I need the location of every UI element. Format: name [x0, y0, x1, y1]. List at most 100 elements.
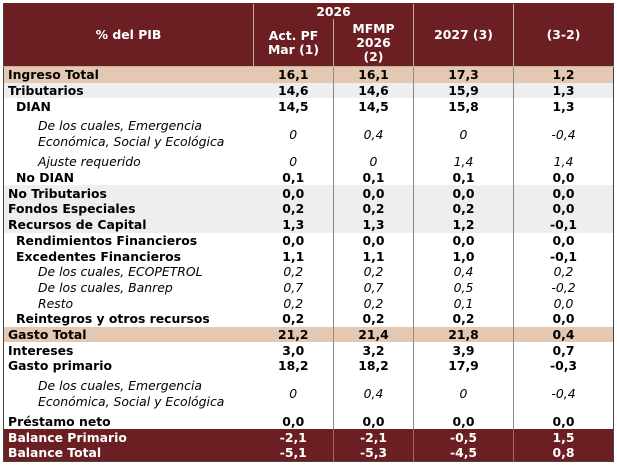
cell-col4: 0,0 [513, 413, 614, 430]
cell-col1: 0,7 [253, 279, 334, 296]
cell-col3: 0,0 [413, 413, 514, 430]
cell-col1: 18,2 [253, 358, 334, 374]
cell-col3: -4,5 [413, 445, 514, 462]
cell-col4: 1,4 [513, 154, 614, 170]
row-label: Recursos de Capital [3, 216, 254, 233]
cell-col4: 0,7 [513, 342, 614, 358]
cell-col1: 0,2 [253, 295, 334, 311]
header-col2-text: MFMP 2026 (2) [352, 20, 395, 64]
table-row: No Tributarios 0,0 0,0 0,0 0,0 [3, 185, 614, 202]
cell-col3: 1,0 [413, 248, 514, 264]
header-col4: (3-2) [513, 3, 614, 67]
table-row: Gasto primario 18,2 18,2 17,9 -0,3 [3, 358, 614, 374]
table-row: Fondos Especiales 0,2 0,2 0,2 0,0 [3, 201, 614, 217]
cell-col4: -0,3 [513, 358, 614, 374]
cell-col4: 1,5 [513, 429, 614, 446]
table-row: Rendimientos Financieros 0,0 0,0 0,0 0,0 [3, 232, 614, 249]
cell-col2: -2,1 [333, 429, 414, 446]
cell-col2: 21,4 [333, 326, 414, 343]
cell-col3: 0,5 [413, 279, 514, 296]
cell-col1: 1,1 [253, 248, 334, 264]
table-row: Recursos de Capital 1,3 1,3 1,2 -0,1 [3, 216, 614, 233]
cell-col4: 1,3 [513, 98, 614, 115]
cell-col3: 15,8 [413, 98, 514, 115]
cell-col1: 0 [253, 373, 334, 414]
table-row: Ajuste requerido 0 0 1,4 1,4 [3, 154, 614, 170]
table-row: Excedentes Financieros 1,1 1,1 1,0 -0,1 [3, 248, 614, 264]
cell-col1: 16,1 [253, 65, 334, 83]
row-label: De los cuales, Emergencia Económica, Soc… [3, 114, 254, 155]
cell-col2: 0,4 [333, 114, 414, 155]
cell-col4: -0,1 [513, 248, 614, 264]
cell-col1: -2,1 [253, 429, 334, 446]
cell-col2: 0,0 [333, 232, 414, 249]
cell-col2: 1,1 [333, 248, 414, 264]
table-row: Balance Total -5,1 -5,3 -4,5 0,8 [3, 445, 614, 462]
cell-col2: 0,2 [333, 295, 414, 311]
cell-col3: 0,2 [413, 201, 514, 217]
row-label: Resto [3, 295, 254, 311]
cell-col2: 14,5 [333, 98, 414, 115]
cell-col1: 1,3 [253, 216, 334, 233]
cell-col1: 0,0 [253, 413, 334, 430]
table-row: Ingreso Total 16,1 16,1 17,3 1,2 [3, 65, 614, 83]
cell-col3: 17,9 [413, 358, 514, 374]
cell-col2: 0,2 [333, 263, 414, 280]
cell-col1: 21,2 [253, 326, 334, 343]
cell-col3: 3,9 [413, 342, 514, 358]
cell-col4: -0,1 [513, 216, 614, 233]
cell-col3: 0 [413, 114, 514, 155]
table-body: Ingreso Total 16,1 16,1 17,3 1,2 Tributa… [3, 65, 614, 462]
table-header: % del PIB 2026 2027 (3) (3-2) Act. PF Ma… [3, 3, 614, 67]
cell-col2: 0,2 [333, 201, 414, 217]
cell-col3: 0,0 [413, 232, 514, 249]
cell-col2: 0,1 [333, 169, 414, 186]
header-row-label: % del PIB [3, 3, 254, 67]
row-label: De los cuales, Banrep [3, 279, 254, 296]
cell-col2: 14,6 [333, 82, 414, 99]
cell-col3: 1,2 [413, 216, 514, 233]
cell-col4: 1,2 [513, 65, 614, 83]
row-label: Gasto Total [3, 326, 254, 343]
cell-col3: 0,1 [413, 295, 514, 311]
fiscal-table-container: % del PIB 2026 2027 (3) (3-2) Act. PF Ma… [3, 3, 614, 462]
cell-col1: 0 [253, 154, 334, 170]
cell-col3: 21,8 [413, 326, 514, 343]
table-row: Resto 0,2 0,2 0,1 0,0 [3, 295, 614, 311]
row-label: Préstamo neto [3, 413, 254, 430]
row-label: De los cuales, Emergencia Económica, Soc… [3, 373, 254, 414]
cell-col1: 3,0 [253, 342, 334, 358]
row-label: Gasto primario [3, 358, 254, 374]
cell-col3: 0,2 [413, 310, 514, 327]
cell-col4: 0,0 [513, 201, 614, 217]
cell-col4: -0,4 [513, 373, 614, 414]
cell-col2: 0 [333, 154, 414, 170]
fiscal-table: % del PIB 2026 2027 (3) (3-2) Act. PF Ma… [3, 3, 614, 462]
cell-col2: -5,3 [333, 445, 414, 462]
cell-col2: 0,0 [333, 185, 414, 202]
cell-col2: 3,2 [333, 342, 414, 358]
cell-col1: 0,1 [253, 169, 334, 186]
cell-col2: 18,2 [333, 358, 414, 374]
cell-col4: 0,2 [513, 263, 614, 280]
cell-col3: 0,0 [413, 185, 514, 202]
cell-col4: 0,8 [513, 445, 614, 462]
header-col1: Act. PF Mar (1) [253, 19, 334, 67]
table-row: Gasto Total 21,2 21,4 21,8 0,4 [3, 326, 614, 343]
cell-col3: 15,9 [413, 82, 514, 99]
table-row: De los cuales, Emergencia Económica, Soc… [3, 114, 614, 155]
cell-col4: 0,0 [513, 295, 614, 311]
table-row: De los cuales, Banrep 0,7 0,7 0,5 -0,2 [3, 279, 614, 296]
cell-col4: -0,2 [513, 279, 614, 296]
row-label: Excedentes Financieros [3, 248, 254, 264]
cell-col2: 0,2 [333, 310, 414, 327]
table-row: Préstamo neto 0,0 0,0 0,0 0,0 [3, 413, 614, 430]
header-col1-text: Act. PF Mar (1) [267, 27, 320, 57]
table-row: De los cuales, ECOPETROL 0,2 0,2 0,4 0,2 [3, 263, 614, 280]
row-label: Ingreso Total [3, 65, 254, 83]
table-row: No DIAN 0,1 0,1 0,1 0,0 [3, 169, 614, 186]
row-label: Balance Total [3, 445, 254, 462]
row-label: Balance Primario [3, 429, 254, 446]
cell-col2: 0,0 [333, 413, 414, 430]
header-year-2026: 2026 [253, 3, 414, 19]
